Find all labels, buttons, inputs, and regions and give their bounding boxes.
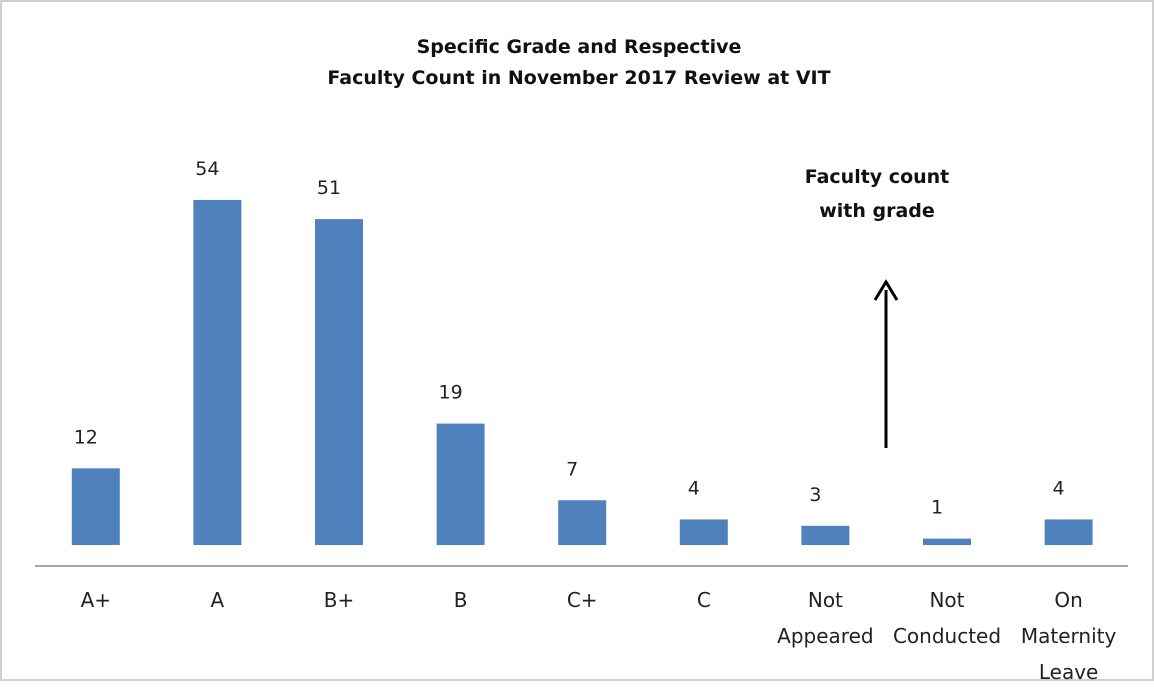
- bar: [679, 519, 728, 545]
- bar: [801, 525, 850, 545]
- data-label: 51: [317, 177, 341, 199]
- data-label: 7: [566, 458, 578, 480]
- x-tick-label: On Maternity Leave: [1020, 588, 1117, 684]
- bar: [558, 500, 607, 545]
- bar: [436, 423, 485, 545]
- data-label: 12: [74, 426, 98, 448]
- bar: [1044, 519, 1093, 545]
- bar: [315, 219, 363, 546]
- x-tick-label: A: [210, 588, 225, 612]
- bar: [923, 538, 971, 545]
- data-label: 19: [439, 382, 463, 404]
- bar: [71, 468, 120, 545]
- data-label: 54: [195, 158, 219, 180]
- x-tick-label: Not Appeared: [777, 588, 874, 648]
- title-line: Faculty Count in November 2017 Review at…: [327, 67, 831, 89]
- data-label: 4: [1053, 477, 1065, 499]
- data-label: 3: [809, 484, 821, 506]
- x-tick-label: B: [453, 588, 468, 612]
- chart-title: Specific Grade and Respective Faculty Co…: [2, 32, 1154, 94]
- x-tick-label: B+: [323, 588, 355, 612]
- x-tick-label: C: [696, 588, 711, 612]
- data-label: 1: [931, 497, 943, 519]
- x-tick-label: A+: [80, 588, 112, 612]
- x-tick-label: Not Conducted: [892, 588, 1002, 648]
- title-line: Specific Grade and Respective: [416, 36, 742, 58]
- annotation: Faculty count with grade: [804, 166, 950, 222]
- x-tick-label: C+: [566, 588, 598, 612]
- data-label: 4: [688, 477, 700, 499]
- bar: [193, 199, 242, 545]
- annotation-arrow-head: [873, 279, 899, 301]
